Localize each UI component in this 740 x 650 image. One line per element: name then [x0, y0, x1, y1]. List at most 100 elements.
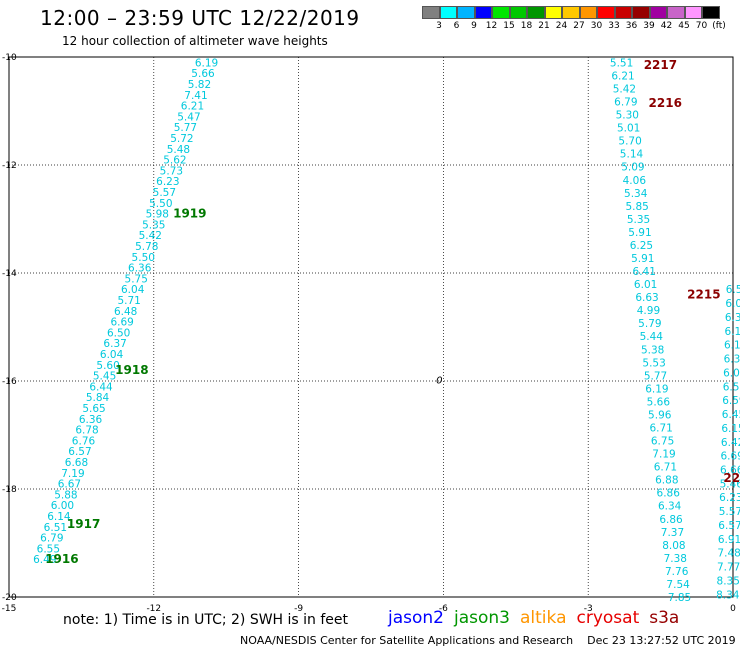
- scale-label: 3: [436, 21, 442, 31]
- wave-height-value: 6.36: [128, 263, 152, 275]
- x-tick-label: -9: [294, 604, 303, 614]
- x-tick-label: -12: [146, 604, 161, 614]
- wave-height-value: 7.77: [717, 562, 740, 574]
- footer-note: note: 1) Time is in UTC; 2) SWH is in fe…: [63, 612, 349, 628]
- wave-height-value: 6.25: [630, 240, 653, 252]
- scale-swatch: [492, 6, 510, 19]
- wave-height-value: 5.71: [117, 295, 140, 307]
- y-tick-label: -12: [2, 161, 17, 171]
- wave-height-value: 6.51: [44, 522, 67, 534]
- scale-label: 36: [625, 21, 638, 31]
- pass-time-label: 1918: [115, 363, 148, 377]
- wave-height-value: 6.42: [721, 437, 740, 449]
- scale-swatch: [509, 6, 527, 19]
- wave-height-value: 6.44: [89, 381, 113, 393]
- wave-height-value: 7.38: [664, 553, 687, 565]
- scale-label: 45: [678, 21, 690, 31]
- wave-height-value: 6.36: [79, 414, 103, 426]
- scale-swatch: [544, 6, 562, 19]
- scale-swatch: [649, 6, 667, 19]
- scale-swatch: [422, 6, 440, 19]
- wave-height-value: 6.14: [47, 511, 71, 523]
- wave-height-value: 5.70: [618, 136, 641, 148]
- wave-height-value: 5.35: [627, 214, 650, 226]
- scale-swatch: [527, 6, 545, 19]
- wave-height-value: 5.42: [613, 83, 636, 95]
- wave-height-value: 6.57: [718, 520, 740, 532]
- wave-height-value: 5.65: [82, 403, 105, 415]
- wave-height-value: 5.57: [719, 506, 740, 518]
- pass-time-label: 22: [723, 471, 740, 485]
- wave-height-value: 5.57: [153, 187, 176, 199]
- wave-height-value: 6.3: [725, 312, 740, 324]
- wave-height-value: 6.71: [649, 422, 672, 434]
- wave-height-value: 6.5: [726, 284, 740, 296]
- wave-height-value: 5.62: [163, 155, 186, 167]
- wave-height-value: 6.57: [68, 446, 91, 458]
- map-title: 12:00 – 23:59 UTC 12/22/2019: [40, 6, 360, 30]
- scale-swatch: [597, 6, 615, 19]
- scale-swatch: [439, 6, 457, 19]
- scale-label: 21: [538, 21, 550, 31]
- scale-label: 12: [485, 21, 498, 31]
- scale-swatch: [684, 6, 702, 19]
- wave-height-value: 6.67: [58, 479, 81, 491]
- wave-height-value: 6.48: [114, 306, 137, 318]
- wave-height-value: 6.55: [37, 543, 60, 555]
- satellite-altika: altika: [520, 608, 567, 628]
- scale-swatch: [579, 6, 597, 19]
- wave-height-value: 5.96: [648, 409, 672, 421]
- y-tick-label: -10: [2, 53, 17, 63]
- wave-height-value: 5.73: [160, 165, 183, 177]
- wave-height-value: 6.19: [645, 383, 668, 395]
- wave-height-value: 7.37: [661, 527, 684, 539]
- scale-label: 39: [643, 21, 655, 31]
- wave-height-value: 7.76: [665, 566, 689, 578]
- wave-height-value: 6.75: [651, 436, 674, 448]
- wave-height-value: 6.68: [65, 457, 88, 469]
- wave-height-value: 5.42: [139, 230, 162, 242]
- wave-height-value: 5.14: [620, 149, 644, 161]
- wave-height-value: 6.91: [718, 534, 740, 546]
- wave-height-value: 6.13: [724, 340, 740, 352]
- wave-height-value: 5.77: [174, 122, 197, 134]
- satellite-jason2: jason2: [388, 608, 444, 628]
- wave-height-value: 5.45: [93, 371, 116, 383]
- wave-height-value: 5.79: [638, 318, 661, 330]
- pass-time-label: 2217: [644, 58, 677, 72]
- wave-height-value: 5.51: [610, 57, 633, 69]
- map-subtitle: 12 hour collection of altimeter wave hei…: [62, 34, 328, 48]
- wave-height-value: 6.86: [659, 514, 683, 526]
- wave-height-value: 7.19: [61, 468, 84, 480]
- wave-height-value: 6.37: [103, 338, 126, 350]
- x-tick-label: -6: [439, 604, 448, 614]
- wave-height-value: 5.77: [644, 370, 667, 382]
- wave-height-value: 5.66: [647, 396, 671, 408]
- scale-label: 15: [503, 21, 515, 31]
- wave-height-value: 6.01: [634, 279, 657, 291]
- scale-swatch: [632, 6, 650, 19]
- wave-height-color-scale: [422, 6, 720, 19]
- scale-label: 9: [471, 21, 477, 31]
- wave-height-value: 6.88: [655, 475, 678, 487]
- satellite-cryosat: cryosat: [576, 608, 640, 628]
- wave-height-value: 4.06: [623, 175, 647, 187]
- scale-swatch: [562, 6, 580, 19]
- wave-height-value: 8.35: [717, 575, 740, 587]
- pass-time-label: 1916: [45, 552, 78, 566]
- scale-label: 6: [453, 21, 460, 31]
- y-tick-label: -18: [2, 485, 17, 495]
- wave-height-value: 5.50: [132, 252, 155, 264]
- scale-label: 70: [695, 21, 708, 31]
- satellite-jason3: jason3: [454, 608, 510, 628]
- wave-height-value: 6.69: [720, 451, 740, 463]
- wave-height-value: 7.19: [652, 449, 675, 461]
- wave-height-value: 4.99: [637, 305, 660, 317]
- wave-height-value: 6.79: [40, 533, 63, 545]
- scale-label: 27: [573, 21, 585, 31]
- wave-height-value: 6.78: [75, 425, 98, 437]
- wave-height-value: 7.85: [668, 592, 691, 604]
- wave-height-value: 5.47: [177, 111, 200, 123]
- wave-height-value: 6.21: [181, 101, 204, 113]
- wave-height-value: 6.00: [51, 500, 74, 512]
